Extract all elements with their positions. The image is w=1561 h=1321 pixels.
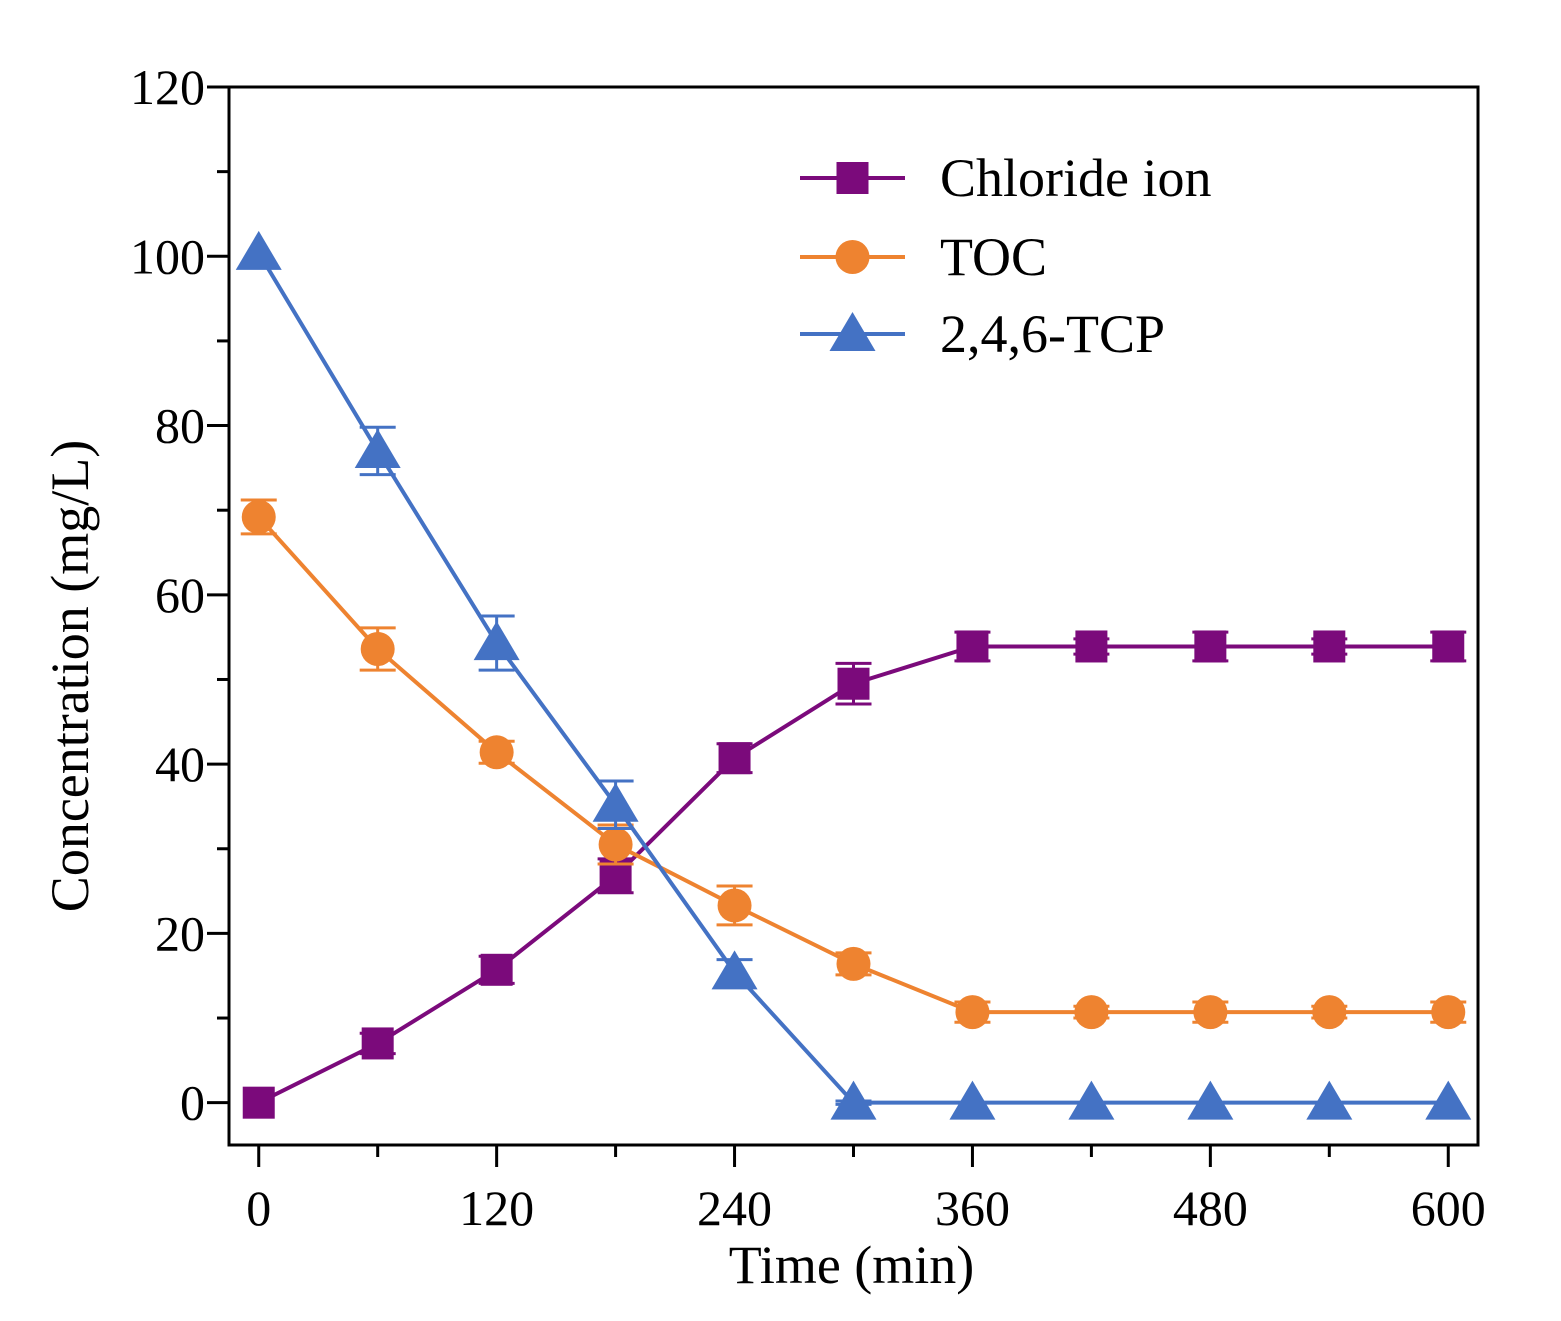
y-axis-title: Concentration (mg/L) bbox=[40, 440, 100, 912]
data-point bbox=[1312, 995, 1347, 1030]
data-point bbox=[837, 667, 870, 700]
data-point bbox=[949, 1080, 996, 1120]
data-point bbox=[1425, 1080, 1472, 1120]
data-point bbox=[1194, 630, 1227, 663]
plot-frame bbox=[227, 85, 1480, 1147]
plot-series bbox=[235, 230, 1472, 1120]
x-tick-label: 360 bbox=[935, 1180, 1010, 1236]
x-tick-label: 120 bbox=[459, 1180, 534, 1236]
x-tick-label: 0 bbox=[246, 1180, 271, 1236]
data-point bbox=[473, 621, 520, 661]
series-chloride-ion bbox=[242, 630, 1467, 1119]
data-point bbox=[1193, 995, 1228, 1030]
x-tick-label: 480 bbox=[1173, 1180, 1248, 1236]
data-point bbox=[1306, 1080, 1353, 1120]
data-point bbox=[480, 953, 513, 986]
series-toc bbox=[240, 498, 1467, 1030]
legend-label: 2,4,6-TCP bbox=[940, 304, 1165, 364]
data-point bbox=[598, 827, 633, 862]
series-line bbox=[257, 644, 1449, 1105]
data-point bbox=[718, 742, 751, 775]
data-point bbox=[354, 428, 401, 468]
data-point bbox=[1187, 1080, 1234, 1120]
data-point bbox=[711, 950, 758, 990]
legend-marker bbox=[836, 162, 869, 194]
data-point bbox=[592, 782, 639, 822]
series-line bbox=[257, 515, 1449, 1015]
data-point bbox=[1075, 630, 1108, 663]
data-point bbox=[235, 230, 282, 270]
legend-marker bbox=[829, 312, 876, 351]
y-tick-label: 0 bbox=[180, 1075, 205, 1131]
data-point bbox=[1432, 630, 1465, 663]
legend-label: Chloride ion bbox=[940, 148, 1211, 208]
legend-item: TOC bbox=[800, 227, 1047, 287]
legend-item: 2,4,6-TCP bbox=[800, 304, 1165, 364]
data-point bbox=[956, 630, 989, 663]
y-tick-label: 100 bbox=[130, 228, 205, 284]
data-point bbox=[242, 1086, 275, 1119]
data-point bbox=[361, 1027, 394, 1060]
x-tick-label: 600 bbox=[1411, 1180, 1486, 1236]
legend-item: Chloride ion bbox=[800, 148, 1211, 208]
y-tick-label: 80 bbox=[155, 398, 205, 454]
data-point bbox=[479, 735, 514, 770]
data-point bbox=[1068, 1080, 1115, 1120]
x-axis-title: Time (min) bbox=[729, 1235, 975, 1295]
data-point bbox=[1431, 995, 1466, 1030]
data-point bbox=[955, 995, 990, 1030]
y-tick-label: 60 bbox=[155, 567, 205, 623]
y-tick-label: 40 bbox=[155, 736, 205, 792]
axes-ticks: 0 120 240 360 480 600 0 20 40 60 80 100 120 bbox=[130, 59, 1486, 1236]
data-point bbox=[717, 888, 752, 923]
data-point bbox=[1074, 995, 1109, 1030]
data-point bbox=[1313, 630, 1346, 663]
series-2-4-6-tcp bbox=[235, 230, 1472, 1120]
legend: Chloride ion TOC 2,4,6-TCP bbox=[800, 148, 1211, 364]
data-point bbox=[360, 632, 395, 667]
data-point bbox=[241, 499, 276, 534]
y-tick-label: 120 bbox=[130, 59, 205, 115]
x-tick-label: 240 bbox=[697, 1180, 772, 1236]
data-point bbox=[830, 1080, 877, 1120]
y-tick-label: 20 bbox=[155, 905, 205, 961]
legend-label: TOC bbox=[940, 227, 1047, 287]
legend-marker bbox=[835, 240, 870, 274]
data-point bbox=[836, 946, 871, 981]
